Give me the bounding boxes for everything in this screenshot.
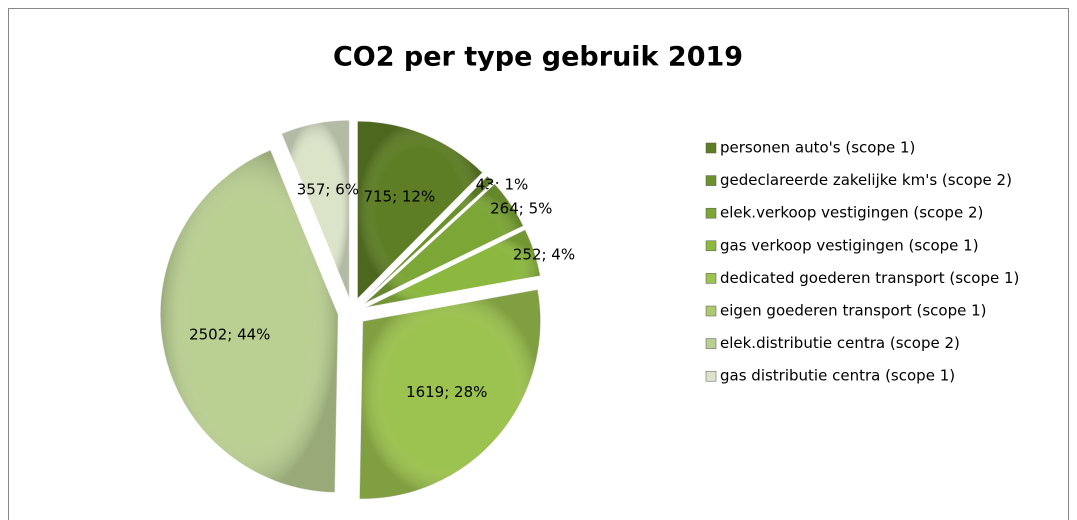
data-label: 264; 5% bbox=[490, 199, 552, 217]
legend-label: eigen goederen transport (scope 1) bbox=[720, 302, 987, 320]
legend-label: elek.verkoop vestigingen (scope 2) bbox=[720, 204, 983, 222]
legend-swatch bbox=[705, 305, 717, 317]
legend-label: dedicated goederen transport (scope 1) bbox=[720, 269, 1019, 287]
data-label: 1619; 28% bbox=[406, 383, 487, 401]
legend-swatch bbox=[705, 338, 717, 349]
data-label: 357; 6% bbox=[297, 180, 359, 198]
data-label: 43; 1% bbox=[476, 176, 529, 194]
data-label: 2502; 44% bbox=[189, 325, 270, 343]
legend-label: elek.distributie centra (scope 2) bbox=[720, 334, 960, 352]
legend-swatch bbox=[705, 175, 717, 186]
legend-swatch bbox=[705, 207, 717, 219]
data-label: 252; 4% bbox=[513, 245, 575, 263]
legend-label: gedeclareerde zakelijke km's (scope 2) bbox=[720, 171, 1012, 189]
legend-label: personen auto's (scope 1) bbox=[720, 139, 915, 157]
legend-swatch bbox=[705, 370, 717, 382]
legend-swatch bbox=[705, 273, 717, 284]
data-label: 715; 12% bbox=[363, 188, 435, 206]
chart-title: CO2 per type gebruik 2019 bbox=[333, 42, 743, 73]
legend-swatch bbox=[705, 240, 717, 252]
legend-swatch bbox=[705, 142, 717, 154]
legend-label: gas distributie centra (scope 1) bbox=[720, 367, 955, 385]
legend-label: gas verkoop vestigingen (scope 1) bbox=[720, 236, 979, 254]
